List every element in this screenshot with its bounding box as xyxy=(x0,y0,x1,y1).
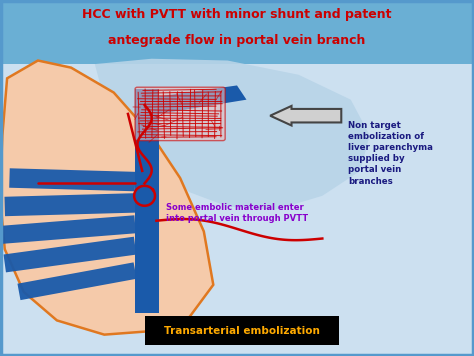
Polygon shape xyxy=(0,61,213,335)
FancyArrow shape xyxy=(270,106,341,126)
Polygon shape xyxy=(135,85,246,114)
Text: antegrade flow in portal vein branch: antegrade flow in portal vein branch xyxy=(109,35,365,47)
Polygon shape xyxy=(95,59,370,210)
FancyBboxPatch shape xyxy=(135,87,225,141)
Text: Non target
embolization of
liver parenchyma
supplied by
portal vein
branches: Non target embolization of liver parench… xyxy=(348,121,433,185)
FancyBboxPatch shape xyxy=(145,316,339,345)
Text: Transarterial embolization: Transarterial embolization xyxy=(164,326,319,336)
Polygon shape xyxy=(135,89,159,313)
FancyBboxPatch shape xyxy=(0,0,474,64)
Text: HCC with PVTT with minor shunt and patent: HCC with PVTT with minor shunt and paten… xyxy=(82,8,392,21)
Text: Some embolic material enter
into portal vein through PVTT: Some embolic material enter into portal … xyxy=(166,203,308,223)
